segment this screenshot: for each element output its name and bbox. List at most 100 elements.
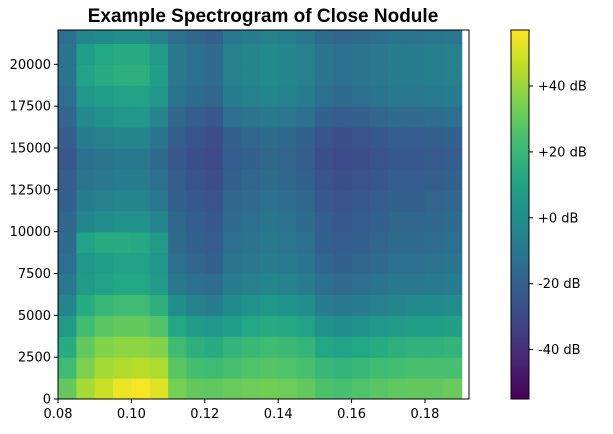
heatmap-cell xyxy=(149,30,169,44)
heatmap-cell xyxy=(351,30,371,44)
colorbar-tick-label: -20 dB xyxy=(538,277,581,292)
heatmap-cell xyxy=(241,231,261,254)
heatmap-cell xyxy=(278,189,298,212)
x-tick-label: 0.10 xyxy=(117,407,146,422)
heatmap-cell xyxy=(314,315,334,337)
heatmap-cell xyxy=(186,147,206,170)
heatmap-cell xyxy=(186,378,206,399)
heatmap-cell xyxy=(76,127,96,149)
heatmap-cell xyxy=(94,231,114,254)
heatmap-cell xyxy=(296,252,316,275)
heatmap-cell xyxy=(204,273,224,296)
heatmap-cell xyxy=(76,357,96,379)
heatmap-cell xyxy=(406,252,426,275)
heatmap-cell xyxy=(314,210,334,233)
heatmap-cell xyxy=(113,357,132,379)
heatmap-cell xyxy=(204,294,224,316)
heatmap-cell xyxy=(131,378,151,399)
heatmap-cell xyxy=(76,64,96,86)
heatmap-cell xyxy=(443,168,463,191)
heatmap-cell xyxy=(314,127,334,149)
heatmap-cell xyxy=(443,85,463,107)
heatmap-cell xyxy=(333,231,353,254)
heatmap-cell xyxy=(113,252,132,275)
heatmap-cell xyxy=(58,85,77,107)
heatmap-cell xyxy=(186,294,206,316)
heatmap-cell xyxy=(296,168,316,191)
y-tick-label: 7500 xyxy=(18,267,51,282)
heatmap-cell xyxy=(406,85,426,107)
heatmap-cell xyxy=(369,189,389,212)
heatmap-cell xyxy=(186,168,206,191)
heatmap-cell xyxy=(424,378,444,399)
heatmap-cell xyxy=(369,231,389,254)
heatmap-cell xyxy=(204,85,224,107)
heatmap-cell xyxy=(94,357,114,379)
heatmap-cell xyxy=(113,210,132,233)
heatmap-cell xyxy=(223,43,243,65)
heatmap-cell xyxy=(204,147,224,170)
heatmap-cell xyxy=(149,252,169,275)
heatmap-cell xyxy=(58,378,77,399)
heatmap-cell xyxy=(278,43,298,65)
heatmap-cell xyxy=(296,189,316,212)
heatmap-cell xyxy=(186,210,206,233)
heatmap-cell xyxy=(241,189,261,212)
heatmap-cell xyxy=(314,294,334,316)
heatmap-cell xyxy=(406,189,426,212)
heatmap-cell xyxy=(369,30,389,44)
heatmap-cell xyxy=(351,357,371,379)
heatmap-cell xyxy=(76,43,96,65)
heatmap-cell xyxy=(223,85,243,107)
heatmap-cell xyxy=(76,273,96,296)
heatmap-cell xyxy=(241,357,261,379)
heatmap-cell xyxy=(186,231,206,254)
heatmap-cell xyxy=(424,43,444,65)
heatmap-cell xyxy=(296,378,316,399)
heatmap-cell xyxy=(296,357,316,379)
heatmap-cell xyxy=(406,64,426,86)
heatmap-cell xyxy=(369,168,389,191)
heatmap-cell xyxy=(186,189,206,212)
heatmap-cell xyxy=(223,189,243,212)
heatmap-cell xyxy=(131,210,151,233)
heatmap-cell xyxy=(241,273,261,296)
heatmap-cell xyxy=(168,64,188,86)
heatmap-cell xyxy=(168,85,188,107)
heatmap-cell xyxy=(204,64,224,86)
heatmap-cell xyxy=(94,252,114,275)
heatmap-cell xyxy=(241,64,261,86)
heatmap-cell xyxy=(314,273,334,296)
heatmap-cell xyxy=(58,336,77,358)
heatmap-cell xyxy=(131,357,151,379)
heatmap-cell xyxy=(204,168,224,191)
heatmap-cell xyxy=(76,106,96,128)
heatmap-cell xyxy=(223,147,243,170)
heatmap-cell xyxy=(186,43,206,65)
colorbar-gradient xyxy=(511,30,529,399)
heatmap-cell xyxy=(296,127,316,149)
heatmap-cell xyxy=(443,273,463,296)
heatmap-cell xyxy=(424,294,444,316)
heatmap-cell xyxy=(131,168,151,191)
heatmap-cell xyxy=(351,106,371,128)
heatmap-cell xyxy=(333,315,353,337)
heatmap-cell xyxy=(58,315,77,337)
heatmap-cell xyxy=(443,315,463,337)
heatmap-cell xyxy=(131,231,151,254)
heatmap-cell xyxy=(76,85,96,107)
heatmap-cell xyxy=(113,106,132,128)
heatmap-cell xyxy=(241,127,261,149)
heatmap-cell xyxy=(443,30,463,44)
heatmap-cell xyxy=(296,147,316,170)
heatmap-cell xyxy=(296,43,316,65)
heatmap-cell xyxy=(406,231,426,254)
heatmap-cell xyxy=(168,210,188,233)
y-tick-label: 12500 xyxy=(10,183,51,198)
heatmap-cell xyxy=(259,336,279,358)
colorbar-tick-label: +40 dB xyxy=(538,80,587,95)
heatmap-cell xyxy=(333,168,353,191)
heatmap-cell xyxy=(278,336,298,358)
heatmap-cell xyxy=(388,64,408,86)
